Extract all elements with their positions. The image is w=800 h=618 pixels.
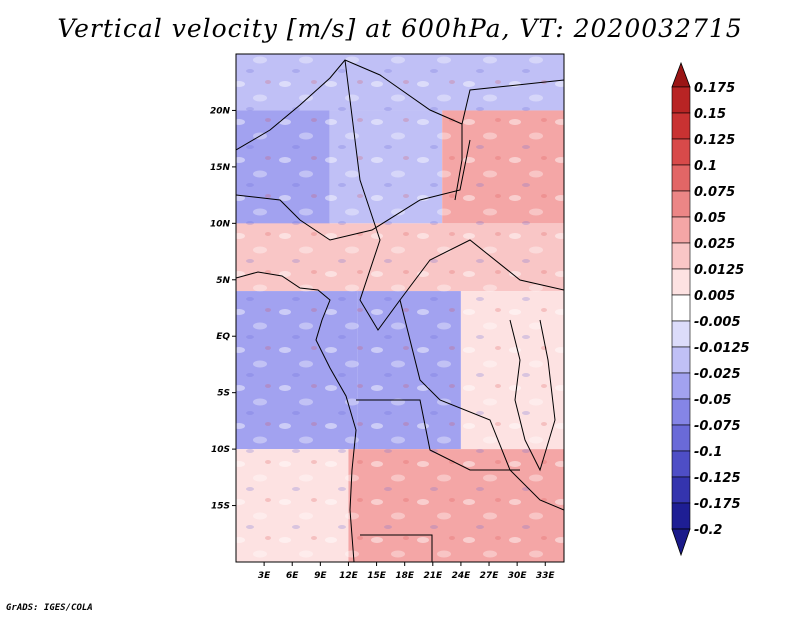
y-tick-label: 15N: [210, 163, 231, 173]
colorbar-label: 0.05: [694, 211, 726, 226]
colorbar-swatch: [671, 294, 691, 322]
colorbar-label: 0.025: [694, 237, 735, 252]
colorbar-label: 0.15: [694, 107, 726, 122]
coastline-borders: [236, 59, 564, 562]
chart-title: Vertical velocity [m/s] at 600hPa, VT: 2…: [57, 14, 743, 43]
colorbar-label: -0.075: [694, 419, 741, 434]
colorbar-label: -0.2: [694, 523, 722, 538]
colorbar-label: -0.005: [694, 315, 741, 330]
colorbar-label: 0.005: [694, 289, 735, 304]
x-tick-label: 9E: [314, 571, 327, 581]
y-tick-label: 20N: [210, 106, 231, 116]
colorbar-swatch: [671, 86, 691, 114]
colorbar-swatch: [671, 346, 691, 374]
colorbar-swatch: [671, 138, 691, 166]
x-tick-label: 6E: [286, 571, 299, 581]
colorbar: 0.175 0.15 0.125 0.1 0.075 0.05 0.025 0.0125 0.0…: [671, 61, 750, 557]
y-axis: 20N 15N 10N 5N EQ 5S 10S 15S: [210, 106, 236, 512]
x-tick-label: 18E: [395, 571, 415, 581]
x-tick-label: 3E: [258, 571, 271, 581]
colorbar-swatch: [671, 476, 691, 504]
x-tick-label: 24E: [452, 571, 472, 581]
colorbar-label: 0.0125: [694, 263, 744, 278]
x-tick-label: 15E: [367, 571, 387, 581]
y-tick-label: 10N: [210, 219, 231, 229]
x-axis: 3E 6E 9E 12E 15E 18E 21E 24E 27E 30E 33E: [258, 562, 556, 581]
colorbar-swatch: [671, 450, 691, 478]
colorbar-label: 0.175: [694, 81, 735, 96]
colorbar-swatch: [671, 398, 691, 426]
texture-overlay: [236, 54, 564, 562]
y-tick-label: 5S: [217, 389, 230, 399]
colorbar-label: -0.025: [694, 367, 741, 382]
x-tick-label: 30E: [508, 571, 528, 581]
y-tick-label: 5N: [216, 276, 230, 286]
colorbar-label: -0.05: [694, 393, 731, 408]
colorbar-swatch: [671, 190, 691, 218]
x-tick-label: 12E: [339, 571, 359, 581]
colorbar-swatch: [671, 164, 691, 192]
x-tick-label: 33E: [536, 571, 556, 581]
colorbar-swatch: [671, 242, 691, 270]
x-tick-label: 27E: [480, 571, 500, 581]
y-tick-label: 15S: [211, 502, 230, 512]
colorbar-label: -0.125: [694, 471, 741, 486]
colorbar-label: -0.1: [694, 445, 722, 460]
colorbar-label: 0.125: [694, 133, 735, 148]
colorbar-swatch: [671, 216, 691, 244]
colorbar-top-arrow: [671, 61, 691, 88]
colorbar-label: -0.0125: [694, 341, 750, 356]
colorbar-swatch: [671, 268, 691, 296]
grads-credit: GrADS: IGES/COLA: [6, 603, 93, 613]
colorbar-label: 0.1: [694, 159, 717, 174]
colorbar-label: -0.175: [694, 497, 741, 512]
colorbar-swatch: [671, 424, 691, 452]
x-tick-label: 21E: [423, 571, 443, 581]
map-frame: [235, 53, 565, 563]
colorbar-label: 0.075: [694, 185, 735, 200]
colorbar-swatch: [671, 112, 691, 140]
colorbar-swatch: [671, 502, 691, 530]
heatmap-area: [236, 54, 564, 562]
colorbar-swatch: [671, 372, 691, 400]
colorbar-swatch: [671, 320, 691, 348]
y-tick-label: 10S: [211, 445, 230, 455]
colorbar-bottom-arrow: [671, 528, 691, 557]
y-tick-label: EQ: [216, 332, 230, 342]
